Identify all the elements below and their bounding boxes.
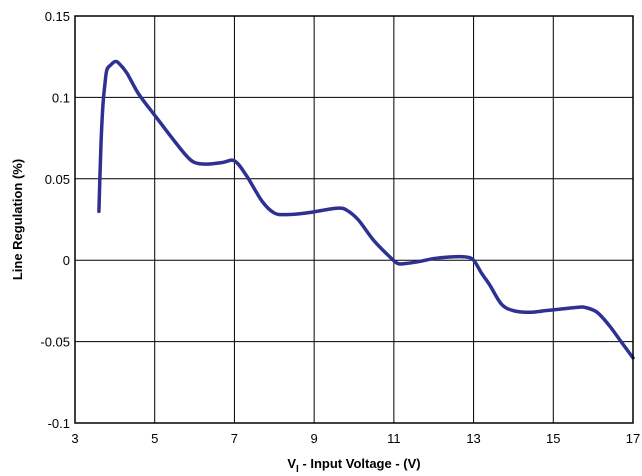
plot-frame (74, 15, 634, 424)
x-axis-title-rest: - Input Voltage - (V) (299, 456, 421, 471)
y-tick-label: 0.1 (52, 90, 70, 105)
x-tick-label: 9 (311, 431, 318, 446)
y-axis-title: Line Regulation (%) (10, 159, 25, 280)
x-tick-label: 7 (231, 431, 238, 446)
x-axis-title: VI - Input Voltage - (V) (287, 456, 420, 475)
line-regulation-series (97, 59, 635, 360)
y-tick-label: -0.05 (40, 335, 70, 350)
x-tick-label: 17 (626, 431, 640, 446)
x-tick-label: 13 (466, 431, 480, 446)
y-tick-label: 0.15 (45, 9, 70, 24)
x-axis-title-main: V (287, 456, 296, 471)
y-tick-label: 0 (63, 253, 70, 268)
y-tick-label: 0.05 (45, 172, 70, 187)
x-tick-label: 11 (387, 431, 401, 446)
x-axis-title-subscript: I (296, 464, 299, 475)
x-tick-label: 5 (151, 431, 158, 446)
x-tick-label: 15 (546, 431, 560, 446)
x-axis-ticks: 3 5 7 9 11 13 15 17 (71, 431, 640, 446)
gridlines (74, 15, 634, 424)
x-tick-label: 3 (71, 431, 78, 446)
y-axis-ticks: -0.1 -0.05 0 0.05 0.1 0.15 (40, 9, 70, 431)
y-tick-label: -0.1 (48, 416, 70, 431)
